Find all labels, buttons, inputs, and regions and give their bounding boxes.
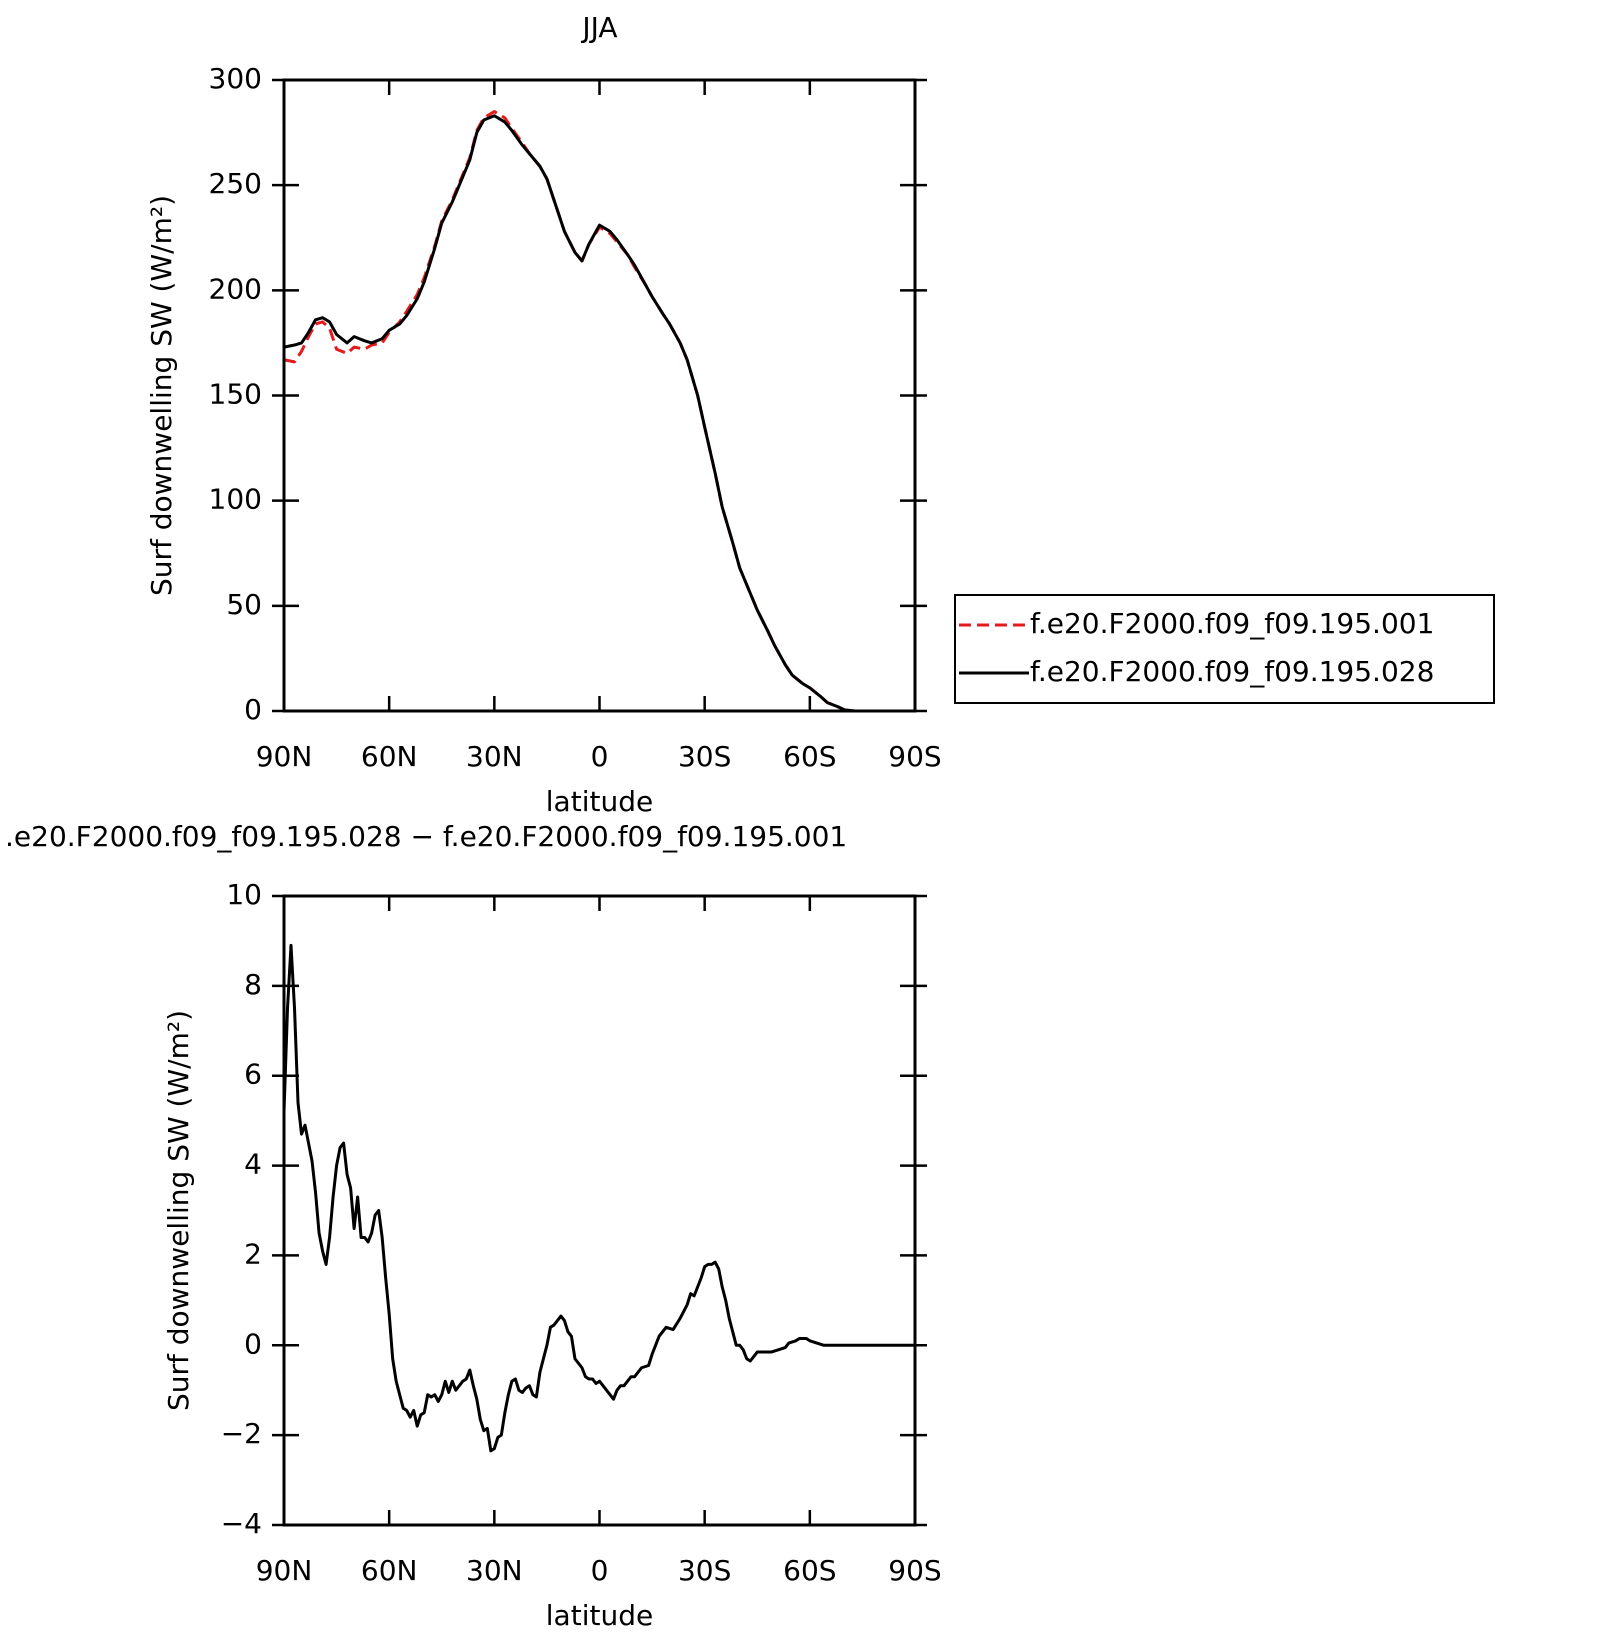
x-tick-label: 30S bbox=[678, 1554, 731, 1587]
data-line bbox=[283, 110, 915, 713]
y-tick-label: 100 bbox=[209, 483, 262, 516]
x-tick-label: 30N bbox=[466, 740, 523, 773]
x-tick-label: 60N bbox=[361, 740, 418, 773]
y-tick-label: 250 bbox=[209, 167, 262, 200]
y-tick-label: 200 bbox=[209, 272, 262, 305]
x-tick-label: 0 bbox=[591, 1554, 609, 1587]
y-tick-label: −4 bbox=[221, 1507, 262, 1540]
y-axis-label: Surf downwelling SW (W/m²) bbox=[162, 1010, 195, 1411]
y-tick-label: 8 bbox=[244, 968, 262, 1001]
x-tick-label: 30S bbox=[678, 740, 731, 773]
x-tick-label: 60N bbox=[361, 1554, 418, 1587]
legend-label: f.e20.F2000.f09_f09.195.028 bbox=[1030, 655, 1434, 688]
x-tick-label: 90N bbox=[256, 740, 313, 773]
y-tick-label: 6 bbox=[244, 1058, 262, 1091]
y-tick-label: 0 bbox=[244, 693, 262, 726]
y-axis-label: Surf downwelling SW (W/m²) bbox=[145, 195, 178, 596]
x-tick-label: 60S bbox=[783, 740, 836, 773]
plot-frame bbox=[282, 78, 917, 713]
x-tick-label: 90S bbox=[888, 1554, 941, 1587]
x-tick-label: 90S bbox=[888, 740, 941, 773]
x-tick-label: 90N bbox=[256, 1554, 313, 1587]
chart-title: .e20.F2000.f09_f09.195.028 − f.e20.F2000… bbox=[5, 820, 847, 853]
y-tick-label: 150 bbox=[209, 378, 262, 411]
y-tick-label: 2 bbox=[244, 1237, 262, 1270]
y-tick-label: 10 bbox=[226, 878, 262, 911]
x-tick-label: 60S bbox=[783, 1554, 836, 1587]
y-tick-label: 50 bbox=[226, 588, 262, 621]
legend-box bbox=[954, 594, 1495, 704]
x-tick-label: 0 bbox=[591, 740, 609, 773]
data-line bbox=[283, 114, 915, 713]
chart-title: JJA bbox=[580, 11, 617, 44]
x-axis-label: latitude bbox=[546, 1599, 653, 1632]
y-tick-label: 300 bbox=[209, 62, 262, 95]
data-line bbox=[282, 943, 915, 1453]
y-tick-label: 4 bbox=[244, 1148, 262, 1181]
plot-frame bbox=[282, 894, 917, 1527]
y-tick-label: −2 bbox=[221, 1417, 262, 1450]
legend-label: f.e20.F2000.f09_f09.195.001 bbox=[1030, 607, 1434, 640]
x-axis-label: latitude bbox=[546, 785, 653, 818]
x-tick-label: 30N bbox=[466, 1554, 523, 1587]
y-tick-label: 0 bbox=[244, 1327, 262, 1360]
